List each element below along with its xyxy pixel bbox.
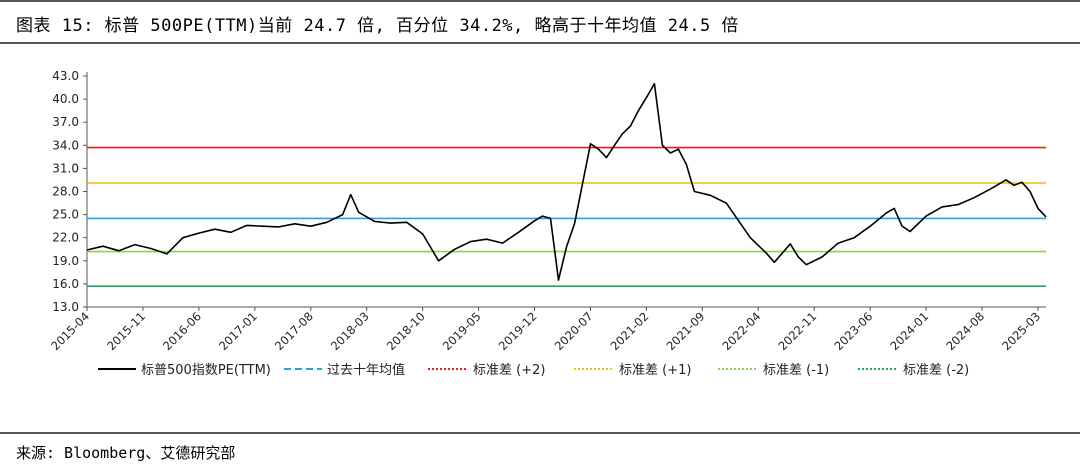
- x-tick-label: 2017-08: [272, 309, 316, 353]
- y-tick-label: 28.0: [52, 185, 79, 199]
- x-axis: 2015-04 2015-11 2016-06 2017-01 2017-08 2018-…: [48, 306, 1046, 353]
- x-tick-label: 2019-05: [440, 309, 484, 353]
- y-tick-label: 40.0: [52, 92, 79, 106]
- pe-line-chart: 43.0 40.0 37.0 34.0 31.0 28.0 25.0 22.0 19.0 16.0…: [48, 69, 1047, 378]
- y-tick-label: 31.0: [52, 161, 79, 175]
- legend-label: 标准差 (-1): [763, 363, 829, 378]
- x-tick-label: 2021-09: [664, 309, 708, 353]
- x-tick-label: 2015-04: [48, 309, 92, 353]
- title-bar: 图表 15: 标普 500PE(TTM)当前 24.7 倍, 百分位 34.2%…: [0, 0, 1080, 44]
- x-tick-label: 2018-10: [384, 309, 428, 353]
- y-tick-label: 34.0: [52, 138, 79, 152]
- x-tick-label: 2024-08: [943, 309, 987, 353]
- x-tick-label: 2022-11: [775, 309, 819, 353]
- y-tick-label: 37.0: [52, 115, 79, 129]
- x-tick-label: 2025-03: [999, 309, 1043, 353]
- x-tick-label: 2017-01: [216, 309, 260, 353]
- y-axis: 43.0 40.0 37.0 34.0 31.0 28.0 25.0 22.0 19.0 16.0…: [52, 69, 88, 314]
- x-tick-label: 2022-04: [720, 309, 764, 353]
- y-tick-label: 25.0: [52, 208, 79, 222]
- y-tick-label: 43.0: [52, 69, 79, 83]
- source-note: 来源: Bloomberg、艾德研究部: [16, 444, 236, 462]
- x-tick-label: 2016-06: [160, 309, 204, 353]
- reference-lines: [87, 146, 1046, 288]
- x-tick-label: 2021-02: [608, 309, 652, 353]
- legend: 标普500指数PE(TTM) 过去十年均值 标准差 (+2) 标准差 (+1) 标准差 …: [98, 362, 969, 378]
- x-tick-label: 2018-03: [328, 309, 372, 353]
- y-tick-label: 16.0: [52, 277, 79, 291]
- legend-label: 标准差 (+2): [473, 363, 545, 378]
- x-tick-label: 2020-07: [552, 309, 596, 353]
- chart-title: 图表 15: 标普 500PE(TTM)当前 24.7 倍, 百分位 34.2%…: [16, 16, 739, 36]
- pe-series: [86, 82, 1047, 281]
- x-tick-label: 2024-01: [887, 309, 931, 353]
- x-tick-label: 2015-11: [104, 309, 148, 353]
- legend-label: 标准差 (+1): [619, 363, 691, 378]
- legend-label: 标普500指数PE(TTM): [141, 363, 271, 378]
- legend-label: 过去十年均值: [327, 362, 405, 378]
- x-tick-label: 2023-06: [831, 309, 875, 353]
- x-tick-label: 2019-12: [496, 309, 540, 353]
- pe-line: [86, 82, 1047, 281]
- y-tick-label: 19.0: [52, 254, 79, 268]
- source-bar: 来源: Bloomberg、艾德研究部: [0, 432, 1080, 468]
- legend-label: 标准差 (-2): [903, 363, 969, 378]
- y-tick-label: 13.0: [52, 300, 79, 314]
- y-tick-label: 22.0: [52, 231, 79, 245]
